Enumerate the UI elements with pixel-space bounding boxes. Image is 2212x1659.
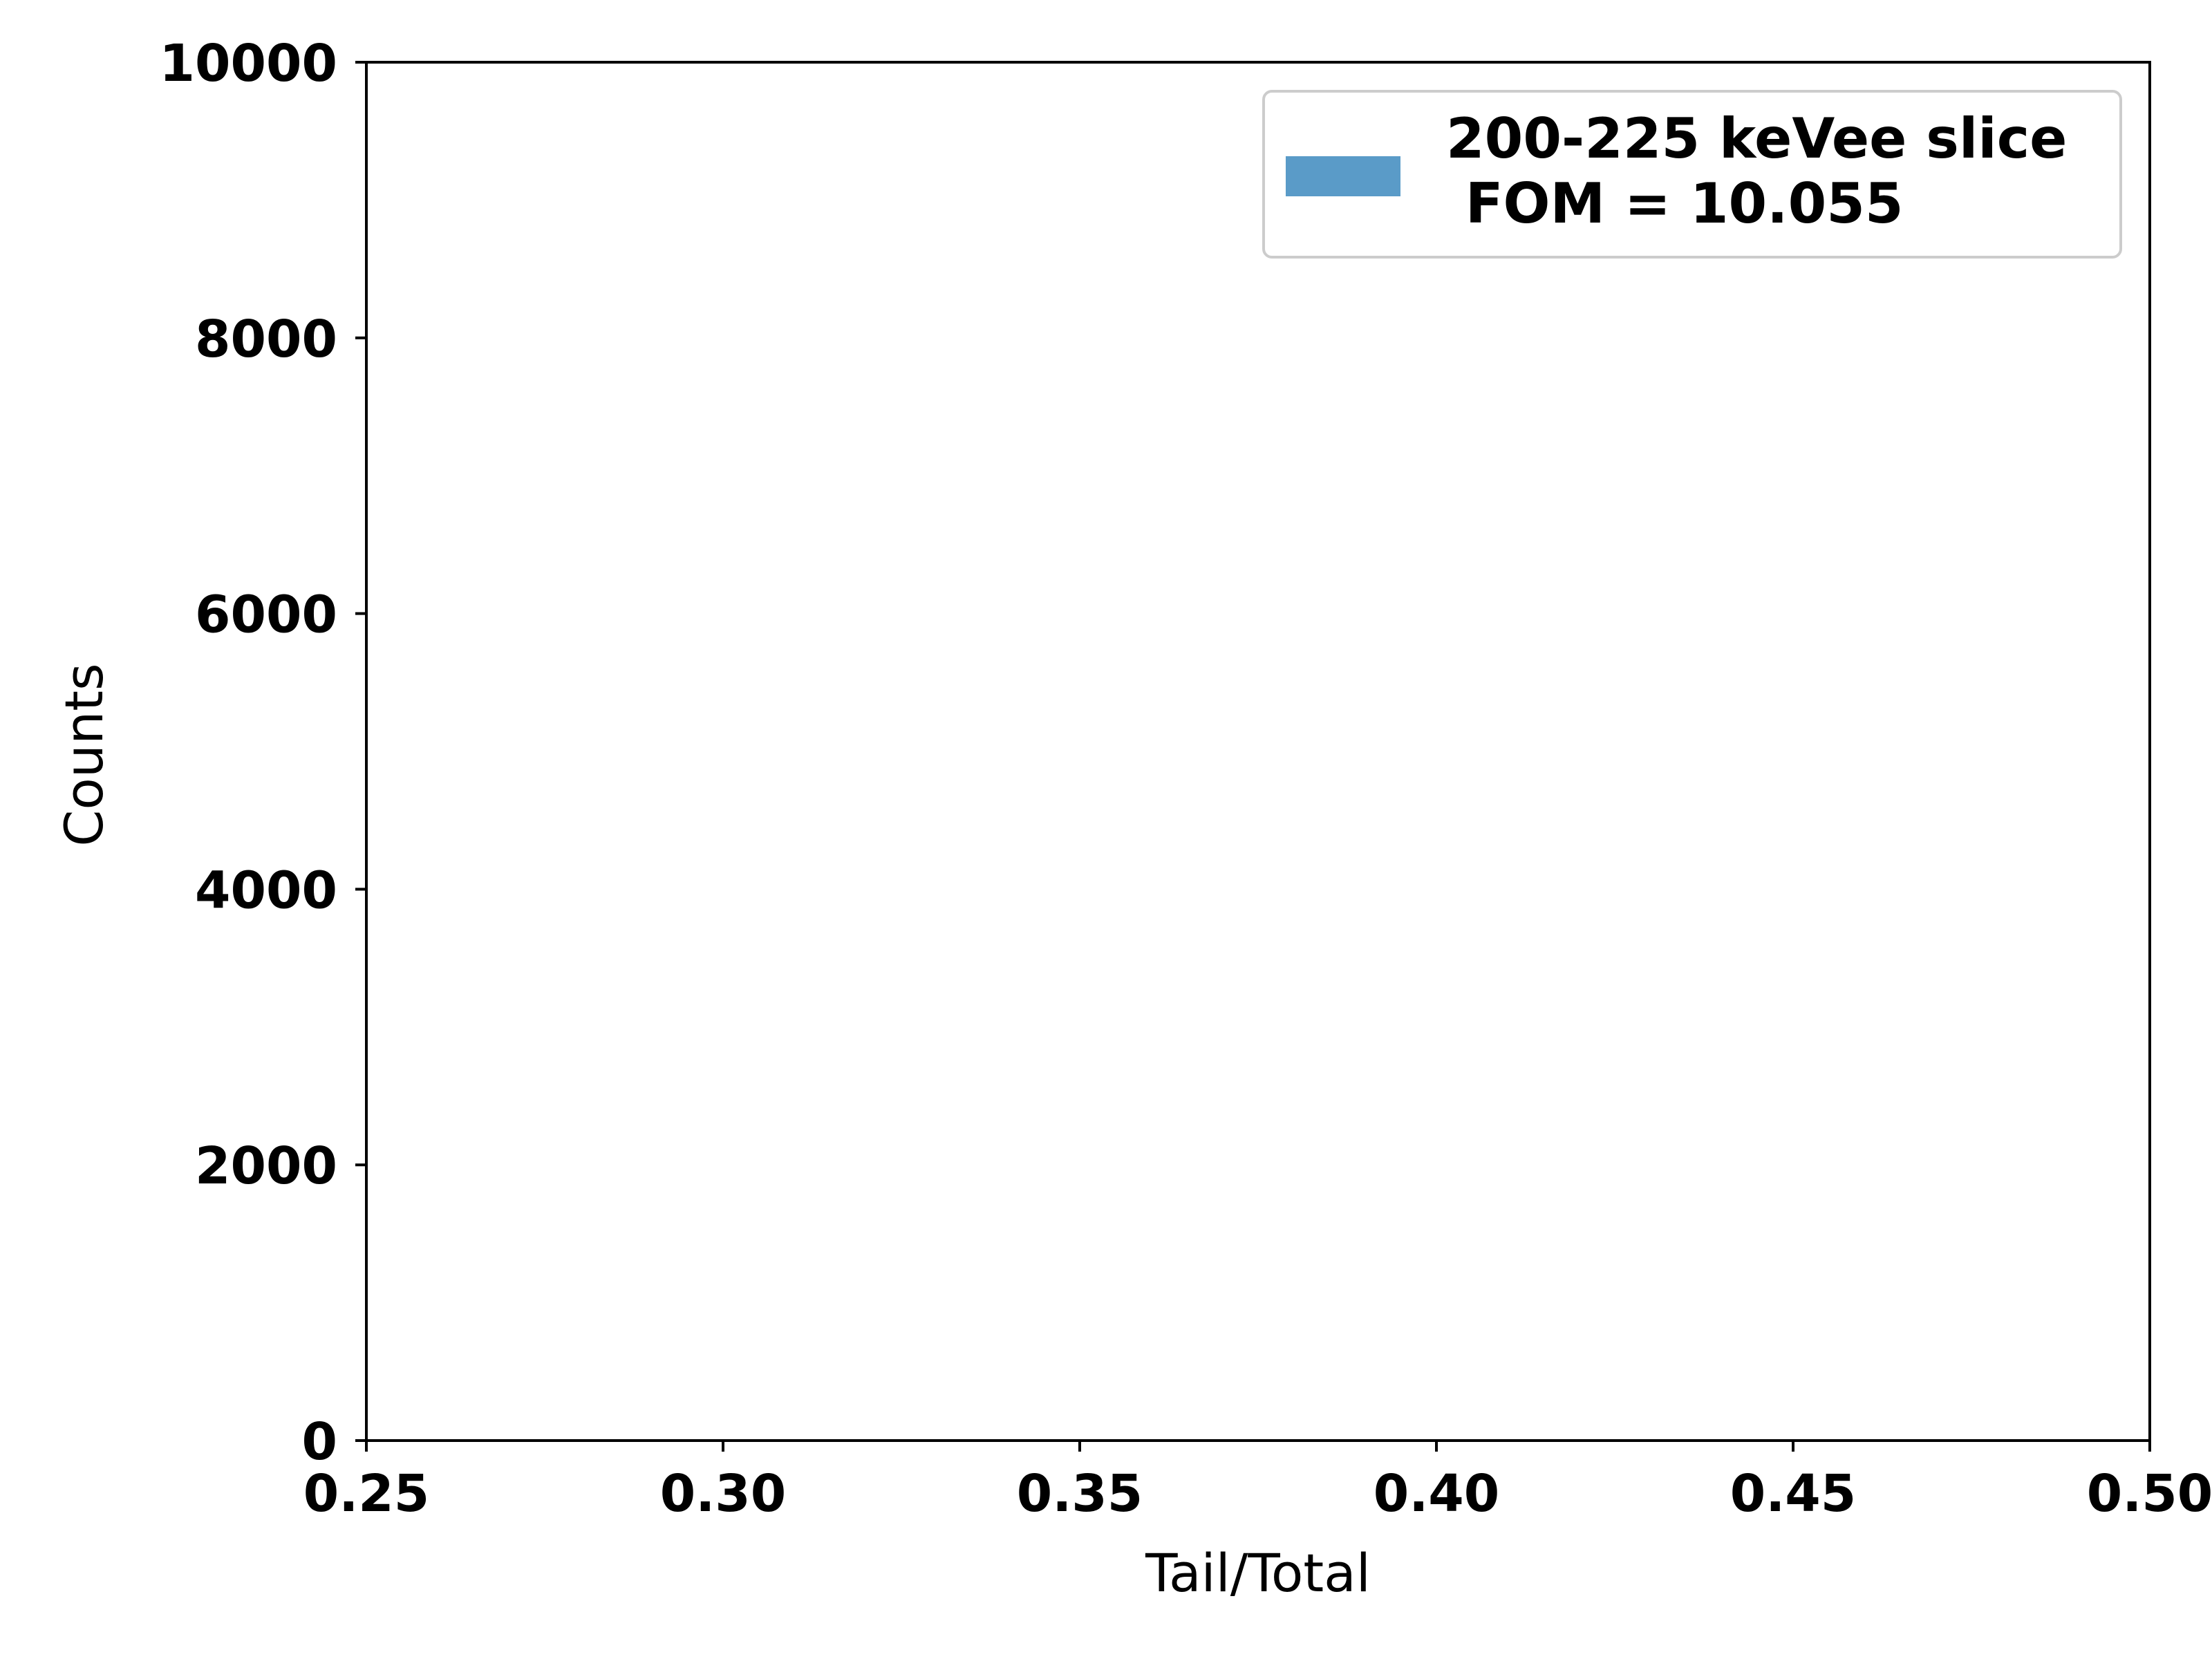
legend-label-line2: FOM = 10.055 — [1446, 171, 1904, 236]
x-axis-label: Tail/Total — [1145, 1542, 1371, 1604]
x-tick-label: 0.40 — [1374, 1464, 1500, 1524]
y-tick-label: 10000 — [160, 34, 337, 93]
legend-label-line1: 200-225 keVee slice — [1446, 106, 2067, 171]
x-tick-label: 0.50 — [2087, 1464, 2212, 1524]
x-axis: 0.25 0.30 0.35 0.40 0.45 0.50 — [303, 1441, 2212, 1524]
y-tick-label: 8000 — [195, 310, 337, 369]
x-tick-label: 0.35 — [1017, 1464, 1143, 1524]
x-tick-label: 0.30 — [660, 1464, 787, 1524]
y-tick-label: 4000 — [195, 861, 337, 920]
y-tick-label: 0 — [302, 1412, 338, 1472]
y-tick-label: 6000 — [195, 585, 337, 645]
legend-swatch — [1286, 156, 1400, 196]
legend: 200-225 keVee slice FOM = 10.055 — [1262, 90, 2122, 259]
x-tick-label: 0.45 — [1730, 1464, 1857, 1524]
y-axis-label: Counts — [53, 663, 115, 846]
y-tick-label: 2000 — [195, 1136, 337, 1196]
y-axis: 0 2000 4000 6000 8000 10000 — [160, 34, 366, 1472]
x-tick-label: 0.25 — [303, 1464, 430, 1524]
plot-frame — [365, 61, 2151, 1442]
legend-box — [1262, 90, 2122, 259]
